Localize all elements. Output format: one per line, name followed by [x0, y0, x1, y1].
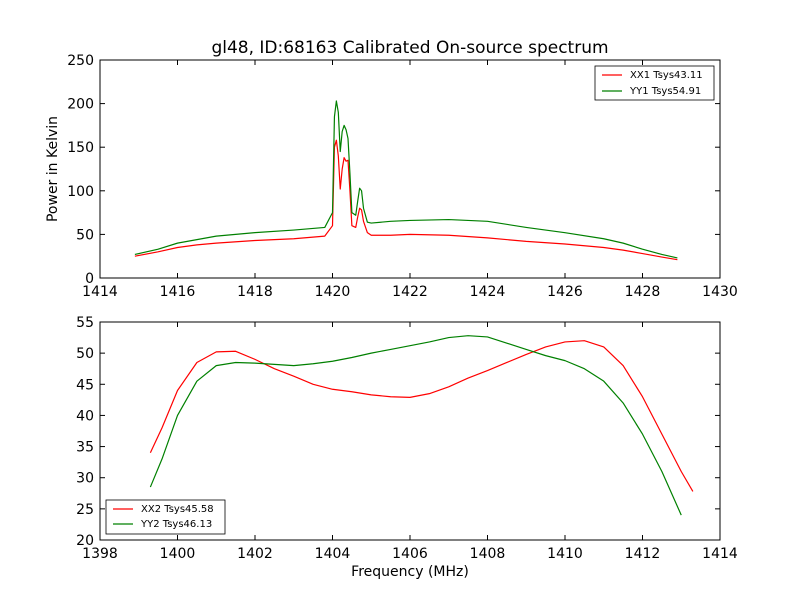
bottom-y-tick-label: 30	[76, 471, 94, 487]
top-series-lines	[134, 100, 678, 261]
bottom-y-tick-label: 25	[76, 502, 94, 518]
top-x-tick-label: 1430	[702, 284, 738, 300]
bottom-y-tick-label: 45	[76, 377, 94, 393]
top-series-line-2	[134, 100, 678, 259]
top-x-tick-label: 1424	[470, 284, 506, 300]
top-x-tick-label: 1422	[392, 284, 428, 300]
bottom-y-ticks: 20 25 30 35 40 45 50 55	[76, 315, 720, 549]
bottom-x-tick-label: 1402	[237, 546, 273, 562]
top-y-axis-label: Power in Kelvin	[45, 116, 61, 222]
bottom-x-tick-label: 1398	[82, 546, 118, 562]
bottom-legend: XX2 Tsys45.58 YY2 Tsys46.13	[105, 499, 226, 535]
top-y-tick-label: 200	[67, 97, 94, 113]
bottom-x-ticks: 1398 1400 1402 1404 1406 1408 1410 1412 1414	[82, 322, 738, 562]
top-x-tick-label: 1428	[625, 284, 661, 300]
bottom-x-tick-label: 1414	[702, 546, 738, 562]
top-x-ticks: 1414 1416 1418 1420 1422 1424 1426 1428 1430	[82, 60, 738, 300]
top-y-tick-label: 50	[76, 227, 94, 243]
bottom-legend-label-yy2: YY2 Tsys46.13	[140, 519, 212, 530]
bottom-x-tick-label: 1412	[625, 546, 661, 562]
bottom-y-tick-label: 20	[76, 533, 94, 549]
bottom-y-tick-label: 50	[76, 346, 94, 362]
top-legend: XX1 Tsys43.11 YY1 Tsys54.91	[594, 65, 715, 101]
top-y-tick-label: 250	[67, 53, 94, 69]
top-x-tick-label: 1420	[315, 284, 351, 300]
top-x-tick-label: 1418	[237, 284, 273, 300]
top-legend-label-xx1: XX1 Tsys43.11	[630, 70, 703, 81]
top-legend-label-yy1: YY1 Tsys54.91	[629, 86, 701, 97]
top-x-tick-label: 1416	[160, 284, 196, 300]
top-series-line-1	[134, 139, 678, 261]
top-panel: 1414 1416 1418 1420 1422 1424 1426 1428 1430 0 50…	[45, 53, 738, 300]
bottom-x-tick-label: 1406	[392, 546, 428, 562]
top-y-ticks: 0 50 100 150 200 250	[67, 53, 720, 287]
figure-title: gl48, ID:68163 Calibrated On-source spec…	[211, 38, 608, 58]
top-x-tick-label: 1426	[547, 284, 583, 300]
top-y-tick-label: 0	[85, 271, 94, 287]
bottom-x-tick-label: 1400	[160, 546, 196, 562]
bottom-series-lines	[149, 335, 694, 516]
bottom-x-tick-label: 1404	[315, 546, 351, 562]
top-x-tick-label: 1414	[82, 284, 118, 300]
top-legend-box	[594, 65, 715, 101]
bottom-y-tick-label: 55	[76, 315, 94, 331]
top-y-tick-label: 150	[67, 140, 94, 156]
bottom-x-tick-label: 1408	[470, 546, 506, 562]
bottom-y-tick-label: 40	[76, 408, 94, 424]
bottom-x-tick-label: 1410	[547, 546, 583, 562]
bottom-series-line-2	[149, 335, 682, 516]
bottom-panel: 1398 1400 1402 1404 1406 1408 1410 1412 1414 202…	[76, 315, 738, 580]
bottom-y-tick-label: 35	[76, 440, 94, 456]
bottom-series-line-1	[149, 340, 694, 492]
bottom-x-axis-label: Frequency (MHz)	[351, 564, 469, 580]
bottom-legend-label-xx2: XX2 Tsys45.58	[141, 504, 214, 515]
bottom-legend-box	[105, 499, 226, 535]
top-y-tick-label: 100	[67, 184, 94, 200]
